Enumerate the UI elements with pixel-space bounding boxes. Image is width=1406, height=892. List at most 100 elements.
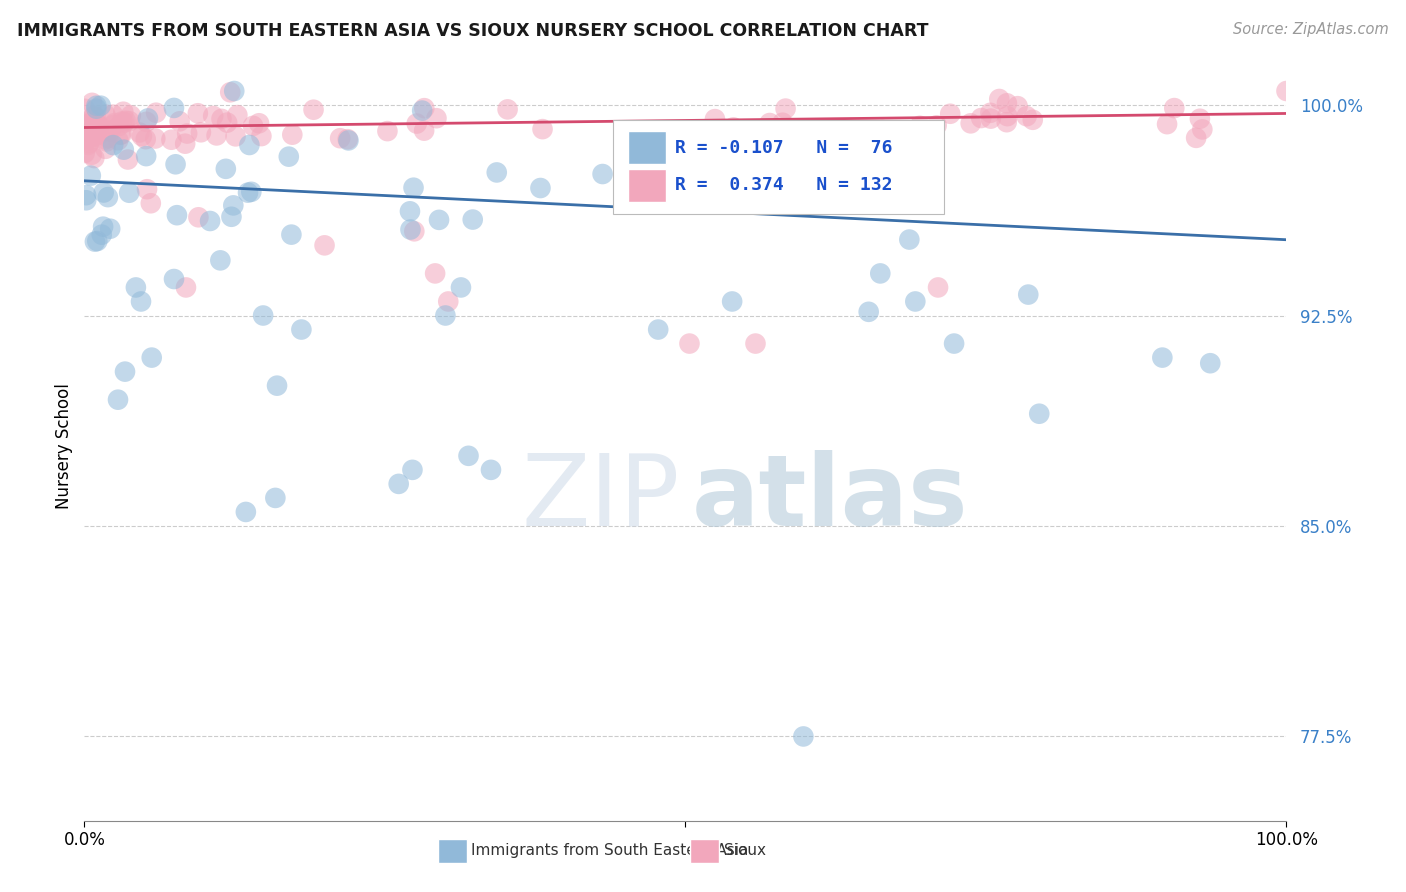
Point [77,131,100,145]
Point [79,125,101,139]
Point [86,125,108,139]
Point [143,131,166,145]
Point [211,112,233,126]
Point [1022,112,1045,127]
Point [86,99,108,113]
Point [215,161,238,176]
Point [224,84,246,98]
Point [75,188,97,202]
Point [1185,131,1208,145]
Point [166,208,188,222]
Point [707,186,730,201]
Point [980,112,1002,126]
Point [83,109,105,123]
Point [82,113,104,128]
Point [377,124,399,138]
Point [337,133,360,147]
Point [219,85,242,99]
Point [77,136,100,150]
Point [83,110,105,124]
Point [103,118,125,132]
Point [388,476,411,491]
Point [202,109,225,123]
Point [235,505,257,519]
Point [721,294,744,309]
Point [336,132,359,146]
Point [83,129,105,144]
Point [405,116,427,130]
Point [136,112,159,126]
Text: Immigrants from South Eastern Asia: Immigrants from South Eastern Asia [471,843,749,858]
Point [125,280,148,294]
Point [86,102,108,116]
Point [112,115,135,129]
Point [73,102,96,116]
Point [685,189,707,203]
Point [165,157,187,171]
Point [399,222,422,236]
Point [141,351,163,365]
Point [529,181,551,195]
Point [247,116,270,130]
Point [678,336,700,351]
Point [450,280,472,294]
Point [1199,356,1222,370]
FancyBboxPatch shape [627,169,666,202]
Point [135,149,157,163]
Point [266,378,288,392]
Point [290,322,312,336]
Point [198,214,221,228]
Point [402,180,425,194]
Point [643,195,665,210]
Point [139,196,162,211]
Point [107,392,129,407]
Point [84,110,107,124]
Point [87,128,110,142]
Point [82,125,104,139]
Text: Sioux: Sioux [724,843,766,858]
Point [90,98,112,112]
Point [723,130,745,145]
Point [411,103,433,118]
Point [83,151,105,165]
Point [995,115,1018,129]
Point [87,119,110,133]
Point [77,126,100,140]
Point [775,102,797,116]
Point [758,116,780,130]
Point [995,109,1018,123]
Point [970,111,993,125]
Point [135,115,157,129]
Point [93,186,115,200]
Point [531,122,554,136]
Point [869,267,891,281]
Point [174,136,197,151]
Point [97,190,120,204]
Point [187,106,209,120]
Point [1191,122,1213,136]
Point [112,143,135,157]
Point [979,105,1001,120]
Point [94,107,117,121]
Point [281,128,304,142]
Point [280,227,302,242]
Point [399,204,422,219]
Point [98,124,121,138]
Point [423,267,446,281]
Point [927,280,949,294]
Point [86,119,108,133]
Text: R =  0.374   N = 132: R = 0.374 N = 132 [675,177,891,194]
Point [437,294,460,309]
Point [87,120,110,134]
Point [190,125,212,139]
Point [76,118,98,132]
Point [77,137,100,152]
Point [129,294,152,309]
Point [86,234,108,248]
Point [187,211,209,225]
Point [457,449,479,463]
Point [479,463,502,477]
Point [1156,117,1178,131]
Point [120,108,142,122]
Point [114,365,136,379]
